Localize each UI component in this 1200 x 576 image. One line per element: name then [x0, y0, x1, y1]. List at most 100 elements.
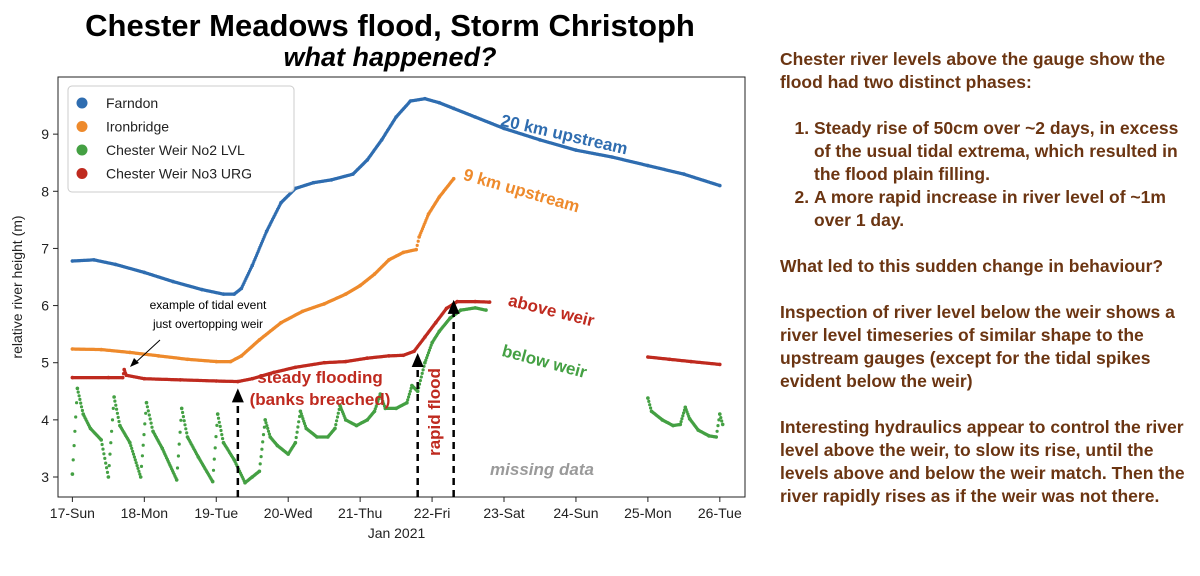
- data-point: [300, 309, 305, 314]
- data-point: [401, 353, 406, 358]
- data-point: [689, 359, 693, 364]
- data-point: [210, 479, 215, 484]
- data-point: [343, 359, 348, 364]
- chart-title: Chester Meadows flood, Storm Christoph: [85, 8, 695, 43]
- legend-marker: [76, 121, 88, 132]
- data-point: [343, 292, 348, 296]
- legend-label: Ironbridge: [106, 119, 169, 135]
- series-farndon: [70, 96, 722, 296]
- x-tick-label: 25-Mon: [624, 505, 671, 521]
- data-point: [473, 299, 478, 304]
- data-point: [196, 455, 201, 459]
- data-point: [81, 412, 85, 416]
- data-point: [473, 306, 478, 310]
- data-point: [683, 405, 688, 410]
- data-point: [437, 100, 442, 105]
- data-point: [667, 357, 672, 362]
- data-point: [423, 335, 427, 339]
- data-point: [379, 138, 384, 142]
- data-point: [275, 443, 280, 448]
- data-point: [433, 320, 438, 325]
- event-marker-arrowhead: [411, 353, 424, 367]
- data-point: [696, 428, 700, 432]
- data-point: [171, 279, 175, 284]
- y-tick-label: 3: [41, 469, 49, 485]
- data-point: [430, 340, 434, 345]
- y-axis-label: relative river height (m): [9, 215, 25, 358]
- data-point: [263, 418, 268, 422]
- data-point: [455, 299, 460, 304]
- data-point: [322, 360, 327, 365]
- y-tick-label: 7: [41, 240, 49, 256]
- data-point: [92, 258, 96, 262]
- chart-subtitle: what happened?: [283, 42, 497, 72]
- x-tick-label: 21-Thu: [338, 505, 382, 521]
- data-point: [412, 349, 416, 354]
- data-point: [405, 400, 409, 405]
- x-tick-label: 24-Sun: [553, 505, 598, 521]
- data-point: [160, 446, 165, 451]
- data-point: [257, 469, 262, 474]
- data-point: [75, 386, 80, 391]
- data-point: [228, 359, 233, 364]
- data-point: [718, 362, 722, 367]
- legend-label: Chester Weir No3 URG: [106, 166, 252, 182]
- data-point: [326, 435, 330, 439]
- data-point: [338, 403, 342, 408]
- data-point: [401, 250, 406, 255]
- data-point: [423, 96, 427, 101]
- data-point: [322, 302, 327, 306]
- data-point: [99, 347, 103, 352]
- data-point: [426, 212, 431, 216]
- phase-item-2: A more rapid increase in river level of …: [814, 186, 1192, 232]
- rapid-flood-annotation: rapid flood: [425, 368, 444, 456]
- data-point: [142, 270, 147, 275]
- data-point: [279, 320, 283, 325]
- data-point: [720, 422, 725, 427]
- data-point: [687, 416, 692, 421]
- data-point: [394, 406, 398, 411]
- data-point: [88, 426, 93, 431]
- data-point: [660, 418, 665, 422]
- river-level-chart: 3 4 5 6 7 8 9 17-Sun 18-Mon 19-Tue 20-Wed 21-Thu 22-…: [9, 76, 746, 541]
- data-point: [279, 200, 283, 205]
- data-point: [113, 262, 118, 267]
- data-point: [200, 287, 204, 292]
- data-point: [122, 367, 126, 372]
- data-point: [372, 272, 377, 276]
- data-point: [264, 229, 269, 234]
- series-line-label: 9 km upstream: [461, 165, 582, 216]
- steady-flooding-annotation-line2: (banks breached): [250, 390, 391, 409]
- data-point: [243, 480, 247, 485]
- data-point: [646, 396, 650, 400]
- data-point: [185, 357, 190, 362]
- data-point: [459, 308, 463, 312]
- explanation-panel: Chester river levels above the gauge sho…: [780, 48, 1192, 531]
- panel-inspection: Inspection of river level below the weir…: [780, 302, 1175, 391]
- data-point: [365, 418, 370, 422]
- data-point: [646, 355, 650, 359]
- phase-list: Steady rise of 50cm over ~2 days, in exc…: [780, 117, 1192, 232]
- tidal-event-arrowhead: [130, 358, 139, 367]
- panel-conclusion: Interesting hydraulics appear to control…: [780, 417, 1185, 506]
- data-point: [124, 373, 129, 378]
- data-point: [120, 375, 125, 380]
- x-tick-label: 20-Wed: [264, 505, 313, 521]
- data-point: [268, 435, 273, 439]
- data-point: [128, 350, 132, 355]
- data-point: [417, 235, 421, 239]
- series-chester-weir-no3-urg: [70, 299, 722, 384]
- data-point: [351, 172, 355, 176]
- series-chester-weir-no2-lvl: [70, 306, 725, 485]
- data-point: [70, 259, 75, 263]
- data-point: [610, 155, 614, 159]
- data-point: [649, 409, 654, 414]
- legend-label: Farndon: [106, 95, 158, 111]
- data-point: [646, 163, 650, 168]
- data-point: [410, 383, 414, 388]
- data-point: [487, 300, 492, 304]
- data-point: [415, 389, 420, 394]
- data-point: [311, 180, 316, 185]
- data-point: [106, 375, 111, 380]
- legend-marker: [76, 144, 88, 156]
